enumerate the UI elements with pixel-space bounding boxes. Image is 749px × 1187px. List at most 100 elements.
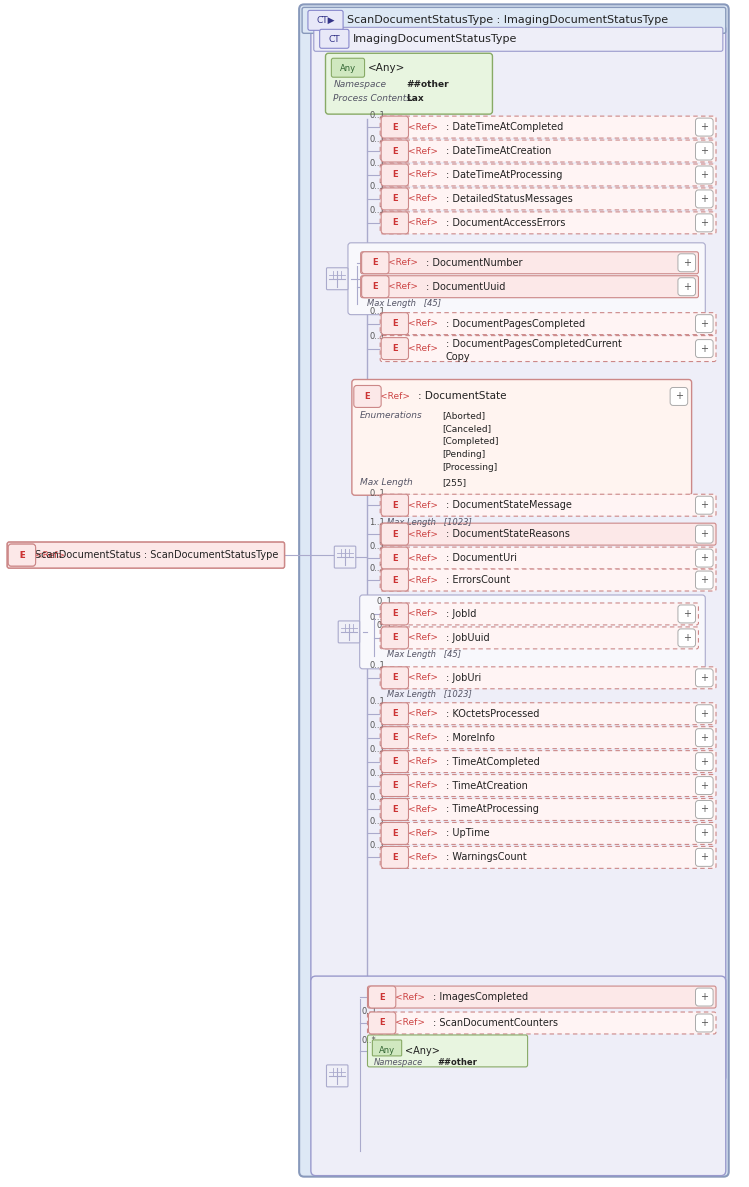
Text: +: + — [700, 170, 709, 180]
FancyBboxPatch shape — [381, 703, 408, 725]
Text: : DocumentUuid: : DocumentUuid — [426, 281, 506, 292]
FancyBboxPatch shape — [8, 544, 35, 566]
Text: 0..1: 0..1 — [369, 840, 385, 850]
Text: +: + — [700, 553, 709, 563]
FancyBboxPatch shape — [380, 494, 716, 516]
FancyBboxPatch shape — [372, 1040, 401, 1056]
Text: Enumerations: Enumerations — [360, 411, 422, 420]
Text: +: + — [683, 609, 691, 618]
FancyBboxPatch shape — [380, 164, 716, 186]
FancyBboxPatch shape — [380, 212, 716, 234]
FancyBboxPatch shape — [678, 605, 696, 623]
Text: +: + — [700, 529, 709, 539]
Text: : DocumentAccessErrors: : DocumentAccessErrors — [446, 218, 565, 228]
Text: 0..1: 0..1 — [369, 793, 385, 802]
Text: E: E — [392, 634, 398, 642]
Text: ##other: ##other — [437, 1059, 478, 1067]
Text: +: + — [683, 281, 691, 292]
FancyBboxPatch shape — [380, 188, 716, 210]
FancyBboxPatch shape — [678, 629, 696, 647]
Text: <Any>: <Any> — [404, 1046, 440, 1056]
FancyBboxPatch shape — [311, 976, 726, 1175]
Text: ##other: ##other — [407, 80, 449, 89]
Text: : JobId: : JobId — [446, 609, 476, 618]
Text: +: + — [683, 258, 691, 268]
Text: +: + — [700, 193, 709, 204]
Text: : DocumentPagesCompletedCurrent: : DocumentPagesCompletedCurrent — [446, 338, 622, 349]
Text: : ScanDocumentCounters: : ScanDocumentCounters — [433, 1018, 558, 1028]
Text: E: E — [392, 195, 398, 203]
FancyBboxPatch shape — [327, 268, 348, 290]
Text: E: E — [392, 734, 398, 742]
Text: <Ref>: <Ref> — [407, 609, 437, 618]
Text: E: E — [392, 122, 398, 132]
Text: +: + — [700, 781, 709, 791]
FancyBboxPatch shape — [314, 27, 723, 51]
Text: +: + — [700, 122, 709, 132]
FancyBboxPatch shape — [362, 275, 389, 298]
Text: Namespace: Namespace — [373, 1059, 422, 1067]
Text: <Ref>: <Ref> — [407, 319, 437, 328]
Text: CT: CT — [329, 34, 340, 44]
FancyBboxPatch shape — [380, 823, 716, 844]
Text: <Ref>: <Ref> — [407, 757, 437, 766]
Text: ScanDocumentStatus : ScanDocumentStatusType: ScanDocumentStatus : ScanDocumentStatusT… — [34, 550, 278, 560]
Text: <Ref>: <Ref> — [407, 709, 437, 718]
FancyBboxPatch shape — [381, 188, 408, 210]
FancyBboxPatch shape — [381, 116, 408, 138]
FancyBboxPatch shape — [380, 846, 716, 869]
FancyBboxPatch shape — [368, 986, 716, 1008]
Text: 0..1: 0..1 — [369, 110, 385, 120]
Text: 0..1: 0..1 — [369, 207, 385, 215]
Text: <Ref>: <Ref> — [407, 781, 437, 791]
Text: E: E — [379, 992, 385, 1002]
FancyBboxPatch shape — [352, 380, 691, 495]
Text: <Ref>: <Ref> — [407, 829, 437, 838]
Text: E: E — [392, 829, 398, 838]
Text: 0..1: 0..1 — [376, 622, 392, 630]
FancyBboxPatch shape — [311, 25, 726, 1081]
FancyBboxPatch shape — [348, 243, 706, 315]
FancyBboxPatch shape — [380, 726, 716, 749]
FancyBboxPatch shape — [381, 627, 408, 649]
FancyBboxPatch shape — [326, 53, 492, 114]
Text: <Ref>: <Ref> — [407, 344, 437, 353]
Text: 0..1: 0..1 — [369, 183, 385, 191]
FancyBboxPatch shape — [339, 621, 360, 643]
Text: E: E — [392, 319, 398, 328]
Text: : TimeAtProcessing: : TimeAtProcessing — [446, 805, 539, 814]
FancyBboxPatch shape — [331, 58, 365, 77]
Text: 0..1: 0..1 — [369, 769, 385, 777]
Text: 0..1: 0..1 — [376, 597, 392, 607]
Text: Copy: Copy — [446, 351, 470, 362]
Text: E: E — [19, 551, 25, 559]
Text: E: E — [372, 283, 378, 291]
FancyBboxPatch shape — [696, 119, 713, 137]
FancyBboxPatch shape — [369, 1013, 395, 1034]
FancyBboxPatch shape — [696, 496, 713, 514]
Text: : DateTimeAtCreation: : DateTimeAtCreation — [446, 146, 551, 155]
FancyBboxPatch shape — [381, 569, 408, 591]
Text: Namespace: Namespace — [333, 80, 386, 89]
FancyBboxPatch shape — [381, 547, 408, 569]
Text: Any: Any — [340, 64, 356, 72]
FancyBboxPatch shape — [380, 336, 716, 362]
Text: +: + — [683, 633, 691, 643]
Text: E: E — [392, 146, 398, 155]
FancyBboxPatch shape — [696, 142, 713, 160]
Text: ImagingDocumentStatusType: ImagingDocumentStatusType — [353, 34, 518, 44]
Text: [Processing]: [Processing] — [443, 463, 498, 471]
Text: E: E — [392, 853, 398, 862]
FancyBboxPatch shape — [670, 387, 688, 406]
FancyBboxPatch shape — [354, 386, 381, 407]
FancyBboxPatch shape — [381, 494, 408, 516]
Text: : DetailedStatusMessages: : DetailedStatusMessages — [446, 193, 572, 204]
Text: : JobUri: : JobUri — [446, 673, 481, 683]
FancyBboxPatch shape — [381, 846, 408, 869]
Text: : DateTimeAtProcessing: : DateTimeAtProcessing — [446, 170, 562, 180]
FancyBboxPatch shape — [696, 190, 713, 208]
Text: <Ref>: <Ref> — [395, 1018, 425, 1028]
Text: +: + — [700, 805, 709, 814]
FancyBboxPatch shape — [380, 312, 716, 335]
Text: <Ref>: <Ref> — [407, 195, 437, 203]
